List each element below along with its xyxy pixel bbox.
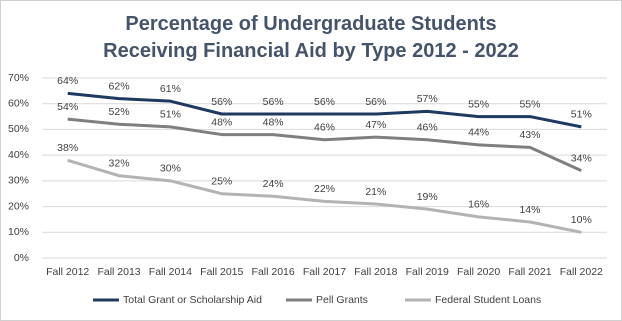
legend-label: Federal Student Loans bbox=[435, 294, 541, 306]
value-label: 32% bbox=[109, 157, 130, 169]
y-tick-label: 10% bbox=[8, 226, 29, 238]
value-label: 56% bbox=[263, 96, 284, 108]
value-label: 56% bbox=[314, 96, 335, 108]
y-tick-label: 70% bbox=[8, 72, 29, 84]
value-label: 56% bbox=[365, 96, 386, 108]
x-tick-label: Fall 2012 bbox=[46, 266, 89, 278]
value-label: 61% bbox=[160, 83, 181, 95]
value-label: 22% bbox=[314, 183, 335, 195]
value-label: 38% bbox=[57, 142, 78, 154]
value-label: 43% bbox=[519, 129, 540, 141]
x-tick-label: Fall 2015 bbox=[200, 266, 243, 278]
y-tick-label: 40% bbox=[8, 149, 29, 161]
y-tick-label: 0% bbox=[14, 252, 29, 264]
value-label: 10% bbox=[571, 214, 592, 226]
value-label: 48% bbox=[211, 116, 232, 128]
value-label: 34% bbox=[571, 152, 592, 164]
x-tick-label: Fall 2017 bbox=[303, 266, 346, 278]
chart-title: Percentage of Undergraduate Students Rec… bbox=[103, 13, 519, 62]
x-tick-label: Fall 2020 bbox=[457, 266, 500, 278]
value-label: 46% bbox=[417, 121, 438, 133]
value-label: 54% bbox=[57, 101, 78, 113]
value-label: 14% bbox=[519, 204, 540, 216]
x-tick-label: Fall 2021 bbox=[508, 266, 551, 278]
value-label: 57% bbox=[417, 93, 438, 105]
value-label: 55% bbox=[468, 98, 489, 110]
x-tick-label: Fall 2016 bbox=[252, 266, 295, 278]
x-tick-label: Fall 2022 bbox=[560, 266, 603, 278]
value-label: 19% bbox=[417, 191, 438, 203]
value-label: 62% bbox=[109, 80, 130, 92]
line-series bbox=[67, 158, 582, 234]
y-tick-label: 20% bbox=[8, 200, 29, 212]
value-label: 51% bbox=[571, 109, 592, 121]
line-series bbox=[67, 117, 582, 172]
y-tick-label: 60% bbox=[8, 97, 29, 109]
x-tick-label: Fall 2014 bbox=[149, 266, 192, 278]
x-tick-label: Fall 2013 bbox=[97, 266, 140, 278]
value-label: 25% bbox=[211, 175, 232, 187]
value-label: 46% bbox=[314, 121, 335, 133]
value-label: 51% bbox=[160, 109, 181, 121]
value-label: 16% bbox=[468, 199, 489, 211]
value-label: 48% bbox=[263, 116, 284, 128]
value-label: 52% bbox=[109, 106, 130, 118]
x-tick-label: Fall 2019 bbox=[406, 266, 449, 278]
value-label: 30% bbox=[160, 163, 181, 175]
value-label: 21% bbox=[365, 186, 386, 198]
value-label: 56% bbox=[211, 96, 232, 108]
y-tick-label: 30% bbox=[8, 175, 29, 187]
value-label: 47% bbox=[365, 119, 386, 131]
value-label: 55% bbox=[519, 98, 540, 110]
value-label: 24% bbox=[263, 178, 284, 190]
y-tick-label: 50% bbox=[8, 123, 29, 135]
x-tick-label: Fall 2018 bbox=[354, 266, 397, 278]
legend-label: Pell Grants bbox=[316, 294, 368, 306]
value-label: 64% bbox=[57, 75, 78, 87]
legend-label: Total Grant or Scholarship Aid bbox=[123, 294, 262, 306]
value-label: 44% bbox=[468, 127, 489, 139]
line-series bbox=[67, 91, 582, 129]
